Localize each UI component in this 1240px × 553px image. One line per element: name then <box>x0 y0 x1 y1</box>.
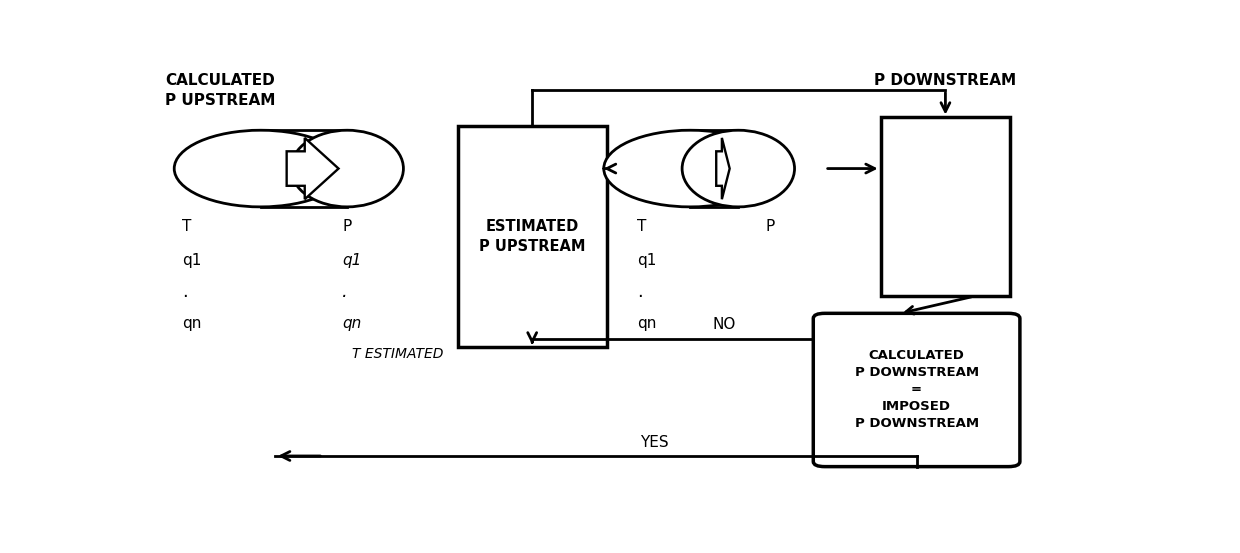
Text: .: . <box>182 283 187 301</box>
Text: q1: q1 <box>182 253 201 268</box>
Text: qn: qn <box>637 316 657 331</box>
Text: .: . <box>637 283 644 301</box>
Text: P DOWNSTREAM: P DOWNSTREAM <box>874 73 1016 88</box>
Text: P: P <box>765 218 775 233</box>
Text: T ESTIMATED: T ESTIMATED <box>352 347 444 361</box>
Text: .: . <box>342 283 348 301</box>
Polygon shape <box>286 138 339 199</box>
Text: CALCULATED
P UPSTREAM: CALCULATED P UPSTREAM <box>165 73 275 107</box>
Text: T: T <box>182 218 191 233</box>
Bar <box>691 131 738 207</box>
Bar <box>880 117 1011 296</box>
Ellipse shape <box>682 130 795 207</box>
Text: q1: q1 <box>342 253 362 268</box>
Text: NO: NO <box>712 317 735 332</box>
Ellipse shape <box>291 130 403 207</box>
Bar <box>458 126 606 347</box>
Text: q1: q1 <box>637 253 657 268</box>
Polygon shape <box>717 138 729 199</box>
Text: YES: YES <box>640 435 668 450</box>
Text: ESTIMATED
P UPSTREAM: ESTIMATED P UPSTREAM <box>479 220 585 254</box>
Text: qn: qn <box>182 316 201 331</box>
Text: CALCULATED
P DOWNSTREAM
=
IMPOSED
P DOWNSTREAM: CALCULATED P DOWNSTREAM = IMPOSED P DOWN… <box>854 349 978 430</box>
Bar <box>260 131 347 207</box>
Text: T: T <box>637 218 647 233</box>
Circle shape <box>604 130 776 207</box>
FancyBboxPatch shape <box>813 314 1019 467</box>
Text: P: P <box>342 218 352 233</box>
Text: qn: qn <box>342 316 362 331</box>
Circle shape <box>174 130 347 207</box>
